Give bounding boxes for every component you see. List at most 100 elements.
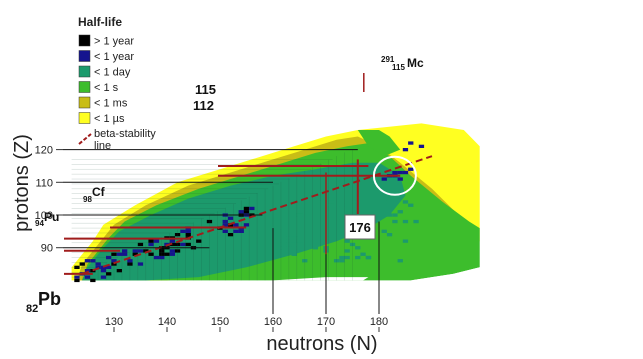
cell-fleck bbox=[408, 203, 414, 207]
cell-fleck bbox=[339, 259, 345, 263]
legend-item-label: < 1 s bbox=[94, 82, 119, 94]
legend: Half-life > 1 year < 1 year < 1 day < 1 s < 1… bbox=[78, 15, 156, 152]
x-tick-label: 140 bbox=[158, 316, 176, 328]
cell-long-lived bbox=[137, 249, 144, 253]
cell-long-lived bbox=[148, 252, 154, 256]
cell-fleck bbox=[296, 236, 303, 240]
cell-fleck bbox=[360, 197, 366, 201]
cell-long-lived bbox=[106, 265, 112, 269]
legend-swatch bbox=[78, 34, 91, 47]
cell-fleck bbox=[291, 233, 297, 237]
cell-fleck bbox=[291, 239, 297, 243]
mc-label: Mc bbox=[407, 56, 424, 70]
cell-long-lived bbox=[79, 262, 85, 266]
cell-fleck bbox=[339, 203, 345, 207]
x-tick-label: 160 bbox=[264, 316, 282, 328]
cell-fleck bbox=[402, 219, 409, 224]
cell-long-lived bbox=[227, 233, 234, 237]
beta-stability-line bbox=[81, 155, 433, 275]
cell-fleck bbox=[312, 226, 319, 230]
cell-fleck bbox=[360, 252, 366, 256]
legend-swatch bbox=[78, 81, 91, 93]
cell-long-lived bbox=[233, 229, 239, 233]
cell-long-lived bbox=[95, 262, 101, 266]
cell-fleck bbox=[291, 252, 297, 256]
cell-long-lived bbox=[196, 239, 202, 243]
y-tick-label: 90 bbox=[41, 243, 53, 255]
cell-fleck bbox=[402, 200, 409, 204]
legend-line-swatch bbox=[78, 133, 92, 145]
cell-fleck bbox=[381, 229, 387, 233]
legend-line-label-2: line bbox=[94, 140, 111, 152]
x-axis-label: neutrons (N) bbox=[266, 333, 377, 354]
cell-long-lived bbox=[137, 262, 144, 266]
y-tick-label: 110 bbox=[35, 177, 53, 189]
cell-long-lived bbox=[106, 272, 112, 276]
pu-label: Pu bbox=[44, 210, 59, 224]
pu-prefix: 94 bbox=[35, 219, 44, 228]
cell-long-lived bbox=[169, 249, 175, 253]
legend-line-label-1: beta-stability bbox=[94, 128, 156, 140]
cell-fleck bbox=[280, 246, 287, 250]
cell-fleck bbox=[296, 239, 303, 243]
cell-fleck bbox=[355, 246, 361, 250]
mc-prefix-bottom: 115 bbox=[392, 63, 405, 72]
y-axis-label: protons (Z) bbox=[11, 134, 33, 232]
y-tick-label: 100 bbox=[35, 210, 53, 222]
cell-long-lived bbox=[148, 242, 154, 247]
cell-island-upper bbox=[418, 144, 425, 148]
legend-swatch bbox=[78, 96, 91, 109]
cell-long-lived bbox=[169, 239, 175, 243]
cell-long-lived bbox=[74, 278, 80, 283]
cell-long-lived bbox=[84, 269, 91, 273]
cell-long-lived bbox=[243, 223, 250, 227]
pb-prefix: 82 bbox=[26, 303, 38, 315]
cell-island bbox=[408, 167, 414, 171]
cf-label: Cf bbox=[92, 185, 106, 199]
cell-long-lived bbox=[90, 278, 96, 283]
mc-prefix-top: 291 bbox=[381, 55, 395, 64]
legend-item-label: < 1 year bbox=[94, 51, 134, 63]
region-notch bbox=[357, 130, 401, 157]
cell-long-lived bbox=[227, 216, 234, 220]
cell-long-lived bbox=[84, 275, 91, 279]
cell-fleck bbox=[397, 210, 403, 214]
cell-fleck bbox=[392, 213, 398, 217]
cell-long-lived bbox=[185, 229, 191, 233]
cell-fleck bbox=[291, 246, 297, 250]
cell-long-lived bbox=[132, 249, 138, 253]
legend-swatch bbox=[78, 50, 91, 62]
cell-long-lived bbox=[132, 252, 138, 256]
cell-long-lived bbox=[137, 242, 144, 247]
cell-long-lived bbox=[185, 242, 191, 247]
reference-lines bbox=[81, 155, 433, 275]
half-life-regions bbox=[71, 123, 480, 281]
cell-fleck bbox=[402, 239, 409, 243]
cell-long-lived bbox=[122, 252, 128, 256]
grid-lines bbox=[71, 149, 353, 281]
cell-fleck bbox=[413, 219, 419, 224]
cell-fleck bbox=[280, 229, 287, 233]
cell-fleck bbox=[344, 255, 350, 260]
legend-title: Half-life bbox=[78, 15, 122, 29]
x-tick-label: 150 bbox=[211, 316, 229, 328]
cell-long-lived bbox=[180, 229, 186, 233]
cell-long-lived bbox=[249, 206, 255, 211]
cell-fleck bbox=[328, 197, 334, 201]
cell-fleck bbox=[339, 216, 345, 220]
cell-long-lived bbox=[122, 249, 128, 253]
legend-swatch bbox=[78, 65, 91, 78]
n176-label: 176 bbox=[349, 220, 371, 235]
cell-long-lived bbox=[74, 275, 80, 279]
x-tick-label: 180 bbox=[370, 316, 388, 328]
cell-long-lived bbox=[185, 233, 191, 237]
cell-island bbox=[397, 177, 403, 181]
cell-fleck bbox=[355, 255, 361, 260]
cell-island bbox=[381, 177, 387, 181]
cell-island bbox=[392, 170, 398, 175]
cell-fleck bbox=[386, 233, 393, 237]
cell-long-lived bbox=[100, 275, 107, 279]
